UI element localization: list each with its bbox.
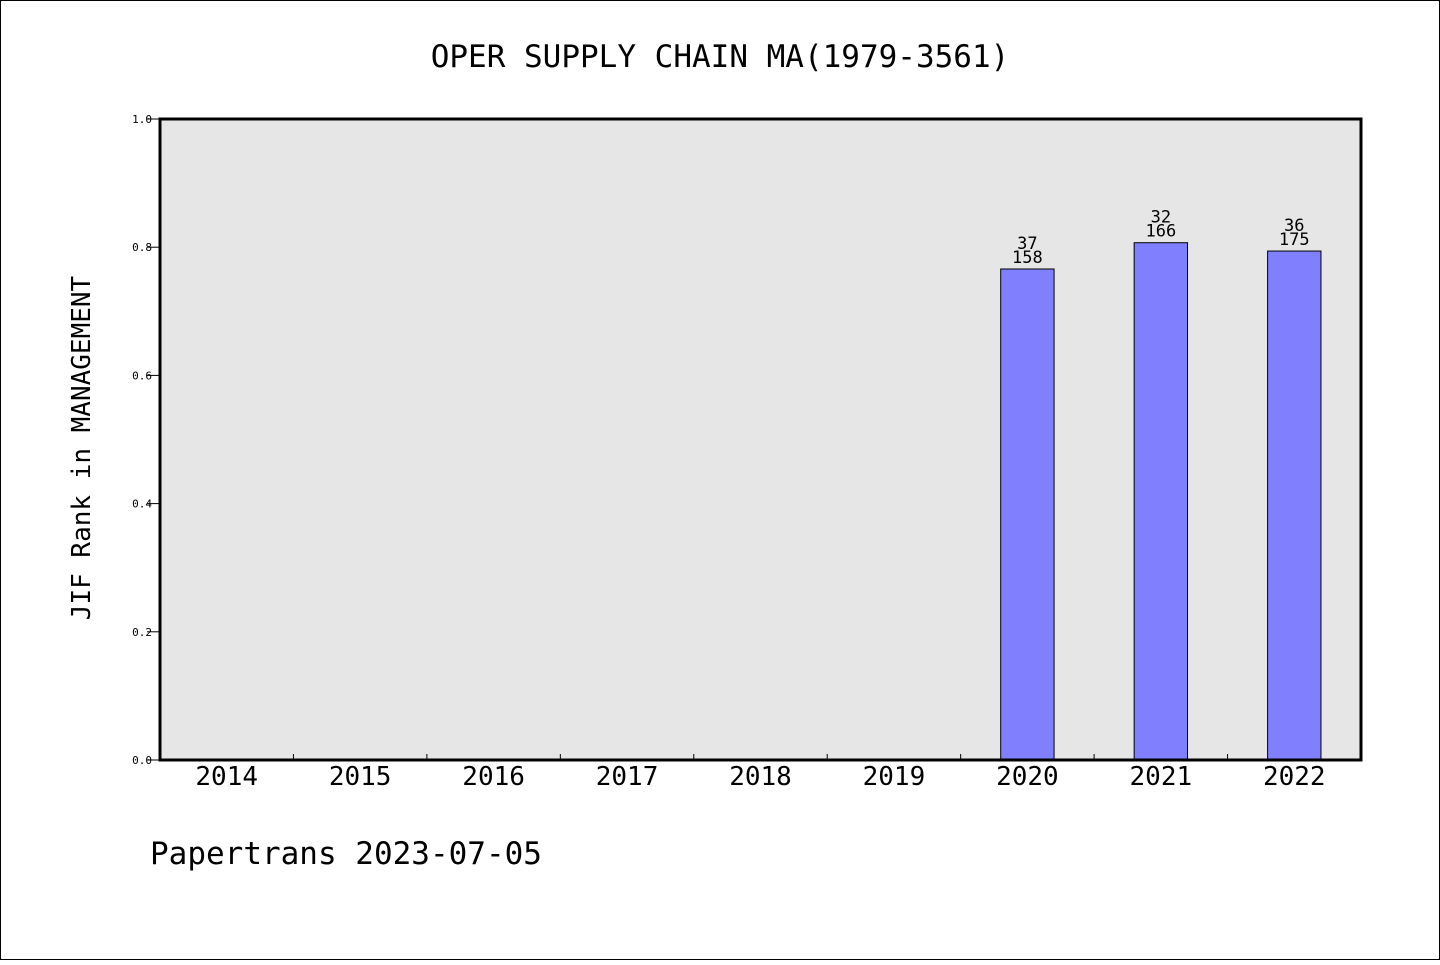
x-tick-label: 2019 <box>863 762 926 792</box>
x-tick-label: 2016 <box>462 762 525 792</box>
x-tick-label: 2020 <box>996 762 1059 792</box>
bar <box>1267 250 1322 761</box>
plot-frame <box>158 117 1363 762</box>
bar-rank-label: 36 <box>1284 216 1304 236</box>
y-axis-label: JIF Rank in MANAGEMENT <box>67 275 97 620</box>
y-tick-label: 0.2 <box>132 626 152 639</box>
chart-title: OPER SUPPLY CHAIN MA(1979-3561) <box>431 39 1010 75</box>
y-tick-label: 0.0 <box>132 754 152 767</box>
bar-total-label: 166 <box>1145 222 1176 242</box>
bar-total-label: 158 <box>1012 248 1043 268</box>
x-tick-label: 2022 <box>1263 762 1326 792</box>
bar <box>1133 242 1189 761</box>
y-axis: 0.0 0.2 0.4 0.6 0.8 1.0 <box>132 113 160 767</box>
x-tick-label: 2018 <box>729 762 792 792</box>
x-tick-label: 2015 <box>329 762 392 792</box>
y-tick-label: 1.0 <box>132 113 152 126</box>
y-tick-label: 0.8 <box>132 241 152 254</box>
x-tick-label: 2014 <box>195 762 258 792</box>
bar-total-label: 175 <box>1279 230 1310 250</box>
footer-text: Papertrans 2023-07-05 <box>150 836 542 872</box>
x-tick-label: 2017 <box>596 762 659 792</box>
bar <box>1000 268 1055 761</box>
x-axis: 2014 2015 2016 2017 2018 2019 2020 2021 2022 <box>195 754 1326 792</box>
x-tick-label: 2021 <box>1130 762 1193 792</box>
bars-layer <box>1000 242 1322 761</box>
y-tick-label: 0.6 <box>132 369 152 382</box>
bar-rank-label: 37 <box>1017 234 1037 254</box>
bar-rank-label: 32 <box>1151 208 1171 228</box>
y-tick-label: 0.4 <box>132 498 152 511</box>
